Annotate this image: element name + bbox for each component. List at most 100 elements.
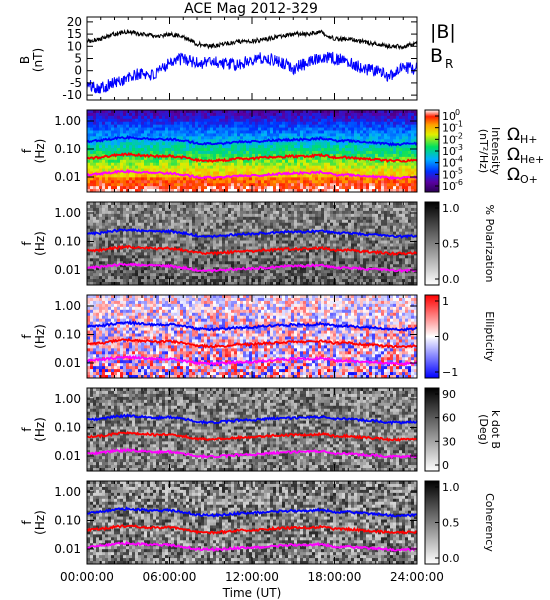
heat-cell [225,118,229,123]
heat-cell [192,243,196,247]
heat-cell [126,276,130,280]
heat-cell [174,174,178,178]
heat-cell [135,210,139,215]
heat-cell [237,133,241,137]
heat-cell [189,127,193,131]
heat-cell [279,159,283,164]
heat-cell [195,246,199,250]
heat-cell [249,234,253,238]
heat-cell [90,130,94,134]
heat-cell [243,240,247,244]
heat-cell [252,151,256,155]
heat-cell [357,171,361,175]
heat-cell [264,270,268,274]
heat-cell [291,133,295,137]
heat-cell [144,213,148,218]
heat-cell [261,148,265,152]
heat-cell [201,110,205,114]
heat-cell [237,171,241,175]
heat-cell [246,234,250,238]
heat-cell [147,282,151,286]
heat-cell [126,162,130,167]
heat-cell [306,168,310,172]
heat-cell [120,189,124,193]
heat-cell [378,118,382,123]
heat-cell [315,177,319,181]
heat-cell [126,171,130,175]
heat-cell [381,142,385,146]
heat-cell [297,110,301,114]
heat-cell [135,207,139,212]
heat-cell [90,168,94,172]
heat-cell [213,237,217,241]
heat-cell [360,153,364,158]
heat-cell [135,177,139,181]
heat-cell [87,115,91,120]
heat-cell [258,121,262,126]
heat-cell [321,133,325,137]
heat-cell [90,207,94,212]
heat-cell [249,276,253,280]
heat-cell [219,183,223,187]
heat-cell [363,165,367,169]
heat-cell [165,252,169,256]
heat-cell [261,151,265,155]
heat-cell [258,165,262,169]
heat-cell [213,118,217,123]
heat-cell [249,213,253,218]
heat-cell [204,243,208,247]
heat-cell [276,219,280,224]
heat-cell [249,228,253,233]
heat-cell [270,171,274,175]
heat-cell [189,246,193,250]
heat-cell [387,133,391,137]
heat-cell [198,279,202,283]
heat-cell [231,261,235,265]
heat-cell [135,156,139,161]
heat-cell [279,234,283,238]
heat-cell [141,159,145,164]
heat-cell [147,189,151,193]
heat-cell [414,153,418,158]
heat-cell [225,127,229,131]
heat-cell [270,258,274,262]
heat-cell [108,148,112,152]
heat-cell [123,276,127,280]
heat-cell [177,153,181,158]
heat-cell [351,148,355,152]
heat-cell [216,148,220,152]
heat-cell [120,174,124,178]
heat-cell [108,168,112,172]
heat-cell [222,168,226,172]
heat-cell [195,231,199,235]
heat-cell [237,145,241,149]
heat-cell [198,168,202,172]
heat-cell [378,162,382,167]
heat-cell [390,118,394,123]
heat-cell [378,139,382,143]
heat-cell [135,204,139,209]
heat-cell [288,115,292,120]
heat-cell [114,110,118,114]
heat-cell [402,168,406,172]
heat-cell [276,180,280,184]
heat-cell [273,145,277,149]
heat-cell [138,240,142,244]
heat-cell [120,258,124,262]
heat-cell [276,159,280,164]
heat-cell [387,189,391,193]
heat-cell [264,162,268,167]
heat-cell [120,249,124,253]
heat-cell [246,180,250,184]
heat-cell [225,168,229,172]
heat-cell [132,168,136,172]
heat-cell [375,118,379,123]
heat-cell [390,180,394,184]
heat-cell [228,186,232,190]
heat-cell [213,130,217,134]
heat-cell [99,130,103,134]
heat-cell [117,124,121,128]
heat-cell [258,264,262,268]
heat-cell [198,255,202,259]
legend-b-magnitude: |B| [430,21,456,43]
